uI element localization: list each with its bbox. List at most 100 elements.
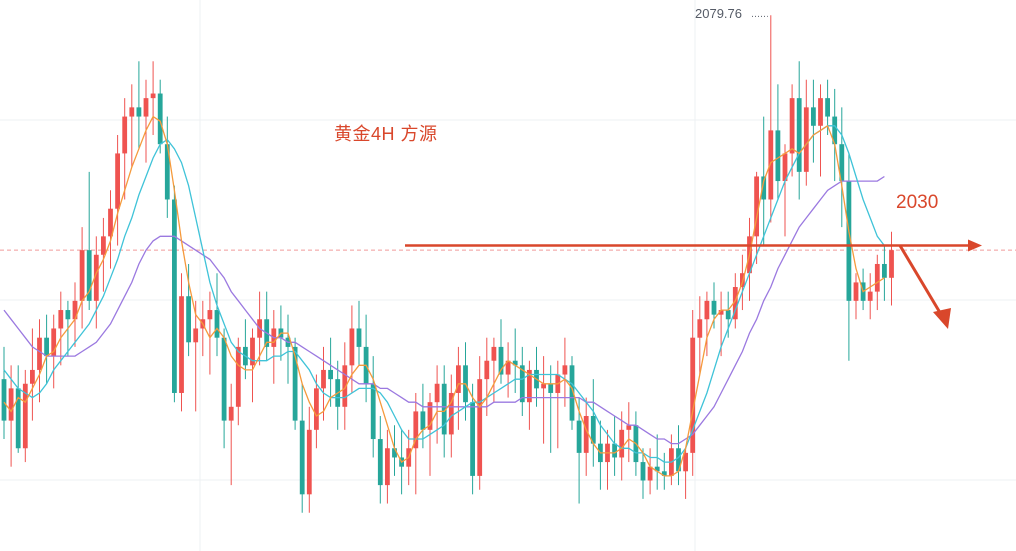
candle-body xyxy=(321,369,326,389)
candle-body xyxy=(58,310,64,329)
candle xyxy=(122,98,128,200)
candle xyxy=(803,79,809,186)
candle xyxy=(44,314,49,384)
candle xyxy=(768,15,774,223)
candle-body xyxy=(789,98,795,154)
candle xyxy=(683,448,688,499)
candle xyxy=(654,434,660,490)
candle-body xyxy=(441,383,447,435)
candle xyxy=(477,356,483,490)
candle xyxy=(605,429,610,490)
candle-body xyxy=(697,319,703,338)
candle-body xyxy=(732,287,738,320)
candle-body xyxy=(143,98,149,117)
candle-body xyxy=(690,337,696,453)
candle-body xyxy=(392,448,397,458)
candle-body xyxy=(548,383,554,393)
candle-body xyxy=(306,429,312,495)
candle xyxy=(598,420,603,490)
candle xyxy=(811,79,816,163)
candle xyxy=(590,379,596,467)
candle xyxy=(129,84,135,168)
candle-body xyxy=(882,263,887,278)
candle xyxy=(349,305,355,393)
candle-body xyxy=(541,383,546,389)
candle xyxy=(498,319,504,384)
down-arrow-head xyxy=(933,308,951,329)
candle-body xyxy=(456,365,461,393)
candle-body xyxy=(101,236,106,255)
candle xyxy=(377,416,383,504)
candle-body xyxy=(37,337,42,370)
candle xyxy=(569,356,575,430)
candle-body xyxy=(491,346,497,361)
ma-fast-line xyxy=(3,115,885,477)
candle xyxy=(505,342,511,398)
candle-body xyxy=(377,439,383,486)
candle xyxy=(328,337,333,407)
candle-body xyxy=(818,98,823,126)
candle-body xyxy=(754,176,759,237)
candle-body xyxy=(1,379,7,421)
candle-body xyxy=(583,416,589,453)
candle-body xyxy=(292,346,298,421)
candle xyxy=(285,314,291,384)
candle-body xyxy=(349,328,355,366)
candle xyxy=(562,337,568,407)
candle xyxy=(321,346,326,421)
candle-body xyxy=(420,411,426,430)
candle-body xyxy=(782,153,788,182)
candle xyxy=(541,356,546,444)
high-price-label: 2079.76 xyxy=(695,6,742,21)
candle xyxy=(356,300,362,366)
candle-body xyxy=(164,144,170,200)
candle-body xyxy=(72,300,78,320)
candle-body xyxy=(484,360,490,380)
candle-body xyxy=(626,425,632,430)
candle xyxy=(882,245,887,301)
candle xyxy=(583,397,589,476)
candle xyxy=(79,227,85,329)
candle-body xyxy=(136,107,142,117)
candle-body xyxy=(654,466,660,472)
candle-body xyxy=(704,300,710,320)
candle xyxy=(264,291,270,361)
candle xyxy=(136,61,142,149)
candle-body xyxy=(889,250,894,278)
candle-body xyxy=(775,130,781,182)
candle xyxy=(782,144,788,237)
candle-body xyxy=(250,337,255,366)
candle xyxy=(150,61,156,135)
candle-body xyxy=(207,310,213,320)
candle xyxy=(363,314,369,403)
candle xyxy=(15,365,21,453)
level-label: 2030 xyxy=(896,192,939,213)
candle-body xyxy=(79,250,85,301)
candle-body xyxy=(676,448,681,472)
candle-body xyxy=(505,360,511,375)
candle-body xyxy=(562,365,568,375)
level-arrowhead xyxy=(968,239,982,252)
candle xyxy=(108,190,113,269)
candle-body xyxy=(832,116,838,145)
candle xyxy=(299,383,305,513)
candle-body xyxy=(434,383,440,403)
candle-body xyxy=(825,98,830,117)
candle-body xyxy=(86,250,92,301)
candle-body xyxy=(512,360,518,366)
candle xyxy=(491,337,497,403)
candle-body xyxy=(65,310,71,320)
candle xyxy=(306,406,312,513)
candle-body xyxy=(725,310,731,320)
candle-body xyxy=(385,448,390,486)
candle xyxy=(456,346,461,430)
candle xyxy=(1,346,7,440)
candle-body xyxy=(874,263,880,292)
candle xyxy=(370,356,376,458)
candle xyxy=(115,134,120,246)
candle-body xyxy=(30,369,35,384)
candle-body xyxy=(590,416,596,444)
candle-body xyxy=(498,346,504,375)
candle-body xyxy=(186,296,191,343)
